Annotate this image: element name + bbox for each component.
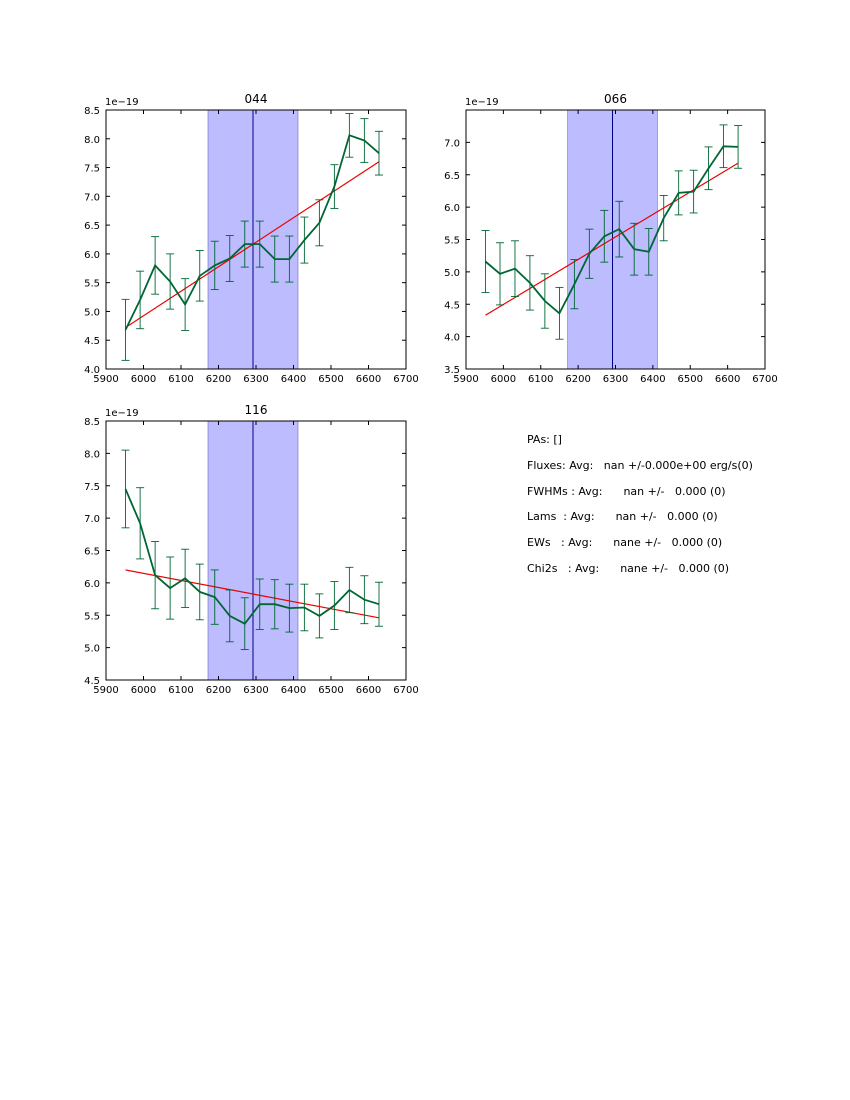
y-tick-label: 4.0 — [84, 365, 100, 376]
x-tick-label: 6700 — [752, 374, 777, 385]
y-tick-label: 6.5 — [84, 221, 100, 232]
plot-area — [481, 110, 743, 369]
y-tick-label: 6.0 — [444, 203, 460, 214]
flux-line — [124, 134, 380, 331]
y-tick-label: 8.5 — [84, 106, 100, 117]
x-tick-label: 6200 — [206, 685, 231, 696]
y-tick-label: 4.5 — [444, 300, 460, 311]
y-tick-label: 8.0 — [84, 449, 100, 460]
x-tick-label: 5900 — [453, 374, 478, 385]
offset-text: 1e−19 — [465, 97, 499, 108]
y-tick-label: 8.5 — [84, 417, 100, 428]
x-tick-label: 6300 — [243, 374, 268, 385]
offset-text: 1e−19 — [105, 408, 139, 419]
chart-title: 116 — [245, 403, 268, 417]
x-tick-label: 6500 — [678, 374, 703, 385]
y-tick-label: 7.0 — [444, 138, 460, 149]
x-tick-label: 6600 — [715, 374, 740, 385]
fit-line — [125, 569, 380, 619]
x-tick-label: 6500 — [318, 374, 343, 385]
x-tick-label: 6400 — [281, 374, 306, 385]
x-tick-label: 6100 — [528, 374, 553, 385]
x-tick-label: 6700 — [393, 685, 418, 696]
chart-116: 5900 6000 6100 6200 6300 6400 6500 6600 6700 4.5 5… — [84, 403, 419, 696]
x-tick-label: 6700 — [393, 374, 418, 385]
offset-text: 1e−19 — [105, 97, 139, 108]
stats-pas: PAs: [] — [527, 433, 562, 446]
x-tick-label: 6100 — [168, 685, 193, 696]
chart-066: 5900 6000 6100 6200 6300 6400 6500 6600 6700 3.5 4… — [444, 92, 778, 385]
error-bar — [121, 449, 130, 529]
y-tick-label: 7.0 — [84, 514, 100, 525]
y-tick-label: 3.5 — [444, 365, 460, 376]
x-tick-label: 6600 — [356, 374, 381, 385]
y-tick-label: 6.0 — [84, 250, 100, 261]
x-tick-label: 6400 — [640, 374, 665, 385]
x-tick-label: 6100 — [168, 374, 193, 385]
plot-area — [121, 110, 383, 369]
y-tick-label: 5.5 — [84, 279, 100, 290]
x-tick-label: 6000 — [491, 374, 516, 385]
chart-044: 5900 6000 6100 6200 6300 6400 6500 6600 6700 4.0 4… — [84, 92, 419, 385]
stats-panel: PAs: [] Fluxes: Avg: nan +/-0.000e+00 er… — [527, 430, 827, 585]
error-bar — [375, 581, 383, 627]
flux-line — [484, 145, 739, 315]
x-tick-label: 6600 — [356, 685, 381, 696]
y-tick-label: 6.5 — [444, 171, 460, 182]
y-tick-label: 6.0 — [84, 579, 100, 590]
y-tick-label: 7.5 — [84, 482, 100, 493]
stats-chi2s: Chi2s : Avg: nane +/- 0.000 (0) — [527, 561, 730, 575]
y-tick-label: 7.0 — [84, 192, 100, 203]
y-tick-label: 6.5 — [84, 547, 100, 558]
x-tick-label: 6300 — [603, 374, 628, 385]
x-tick-label: 6400 — [281, 685, 306, 696]
x-tick-label: 5900 — [93, 374, 118, 385]
x-tick-label: 6000 — [131, 374, 156, 385]
y-tick-label: 7.5 — [84, 164, 100, 175]
chart-title: 044 — [245, 92, 268, 106]
flux-line — [124, 488, 380, 625]
stats-lams: Lams : Avg: nan +/- 0.000 (0) — [527, 510, 718, 524]
x-tick-label: 6500 — [318, 685, 343, 696]
stats-fwhms: FWHMs : Avg: nan +/- 0.000 (0) — [527, 484, 726, 498]
stats-fluxes: Fluxes: Avg: nan +/-0.000e+00 erg/s(0) — [527, 458, 753, 472]
x-tick-label: 6200 — [565, 374, 590, 385]
y-tick-label: 5.0 — [84, 307, 100, 318]
x-tick-label: 5900 — [93, 685, 118, 696]
y-tick-label: 8.0 — [84, 135, 100, 146]
y-tick-label: 5.5 — [84, 611, 100, 622]
chart-title: 066 — [604, 92, 627, 106]
y-tick-label: 5.0 — [444, 268, 460, 279]
y-tick-label: 5.0 — [84, 644, 100, 655]
y-tick-label: 4.5 — [84, 676, 100, 687]
x-tick-label: 6200 — [206, 374, 231, 385]
x-tick-label: 6300 — [243, 685, 268, 696]
y-tick-label: 5.5 — [444, 236, 460, 247]
plot-area — [121, 421, 383, 680]
stats-ews: EWs : Avg: nane +/- 0.000 (0) — [527, 536, 723, 550]
y-tick-label: 4.5 — [84, 336, 100, 347]
x-tick-label: 6000 — [131, 685, 156, 696]
y-tick-label: 4.0 — [444, 333, 460, 344]
